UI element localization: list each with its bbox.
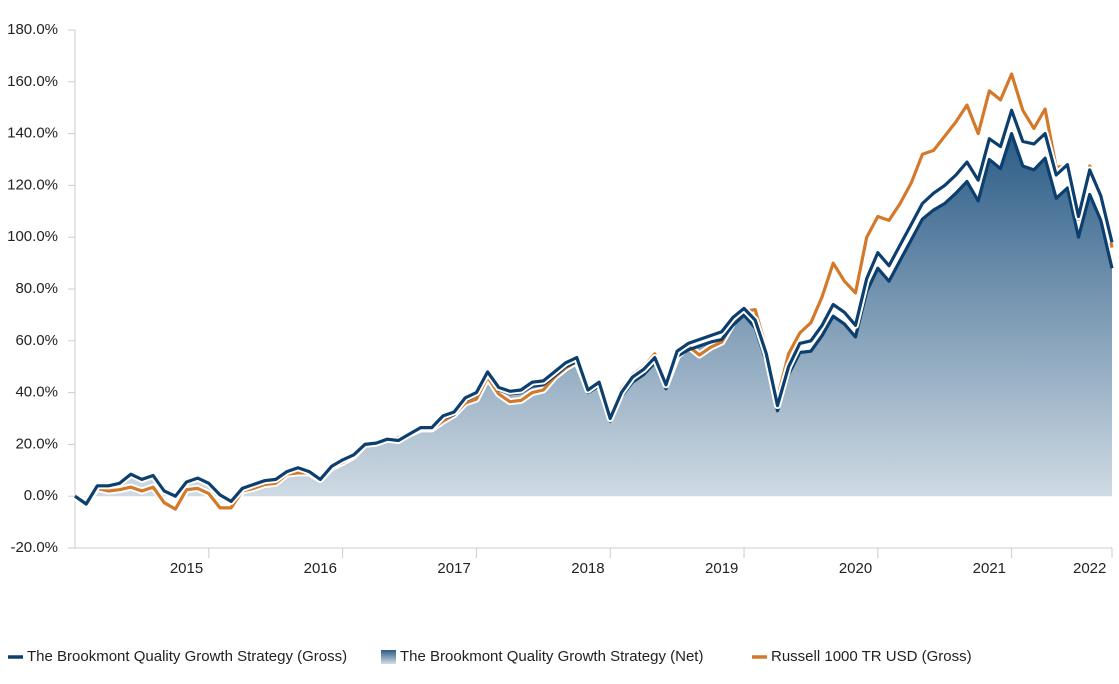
x-tick-label: 2019 [705,560,738,577]
area [75,133,1112,505]
x-tick-label: 2021 [973,560,1006,577]
legend-item: The Brookmont Quality Growth Strategy (N… [381,648,703,665]
legend-label: The Brookmont Quality Growth Strategy (G… [27,648,347,665]
y-tick-label: 180.0% [7,21,58,38]
y-tick-label: 40.0% [15,384,58,401]
y-tick-label: 160.0% [7,73,58,90]
x-tick-label: 2016 [304,560,337,577]
y-tick-label: 120.0% [7,176,58,193]
line [74,108,1114,506]
legend-item: The Brookmont Quality Growth Strategy (G… [8,648,347,665]
y-tick-label: 20.0% [15,435,58,452]
x-tick-label: 2018 [571,560,604,577]
legend-label: Russell 1000 TR USD (Gross) [771,648,972,665]
y-tick-label: 140.0% [7,125,58,142]
legend-item: Russell 1000 TR USD (Gross) [752,648,972,665]
y-tick-label: -20.0% [10,539,58,556]
x-tick-label: 2017 [437,560,470,577]
legend-label: The Brookmont Quality Growth Strategy (N… [400,648,703,665]
y-tick-label: 80.0% [15,280,58,297]
y-tick-label: 60.0% [15,332,58,349]
legend-swatch [381,650,396,664]
x-tick-label: 2015 [170,560,203,577]
x-tick-label: 2020 [839,560,872,577]
y-tick-label: 0.0% [24,487,58,504]
x-tick-label: 2022 [1073,560,1106,577]
y-tick-label: 100.0% [7,228,58,245]
